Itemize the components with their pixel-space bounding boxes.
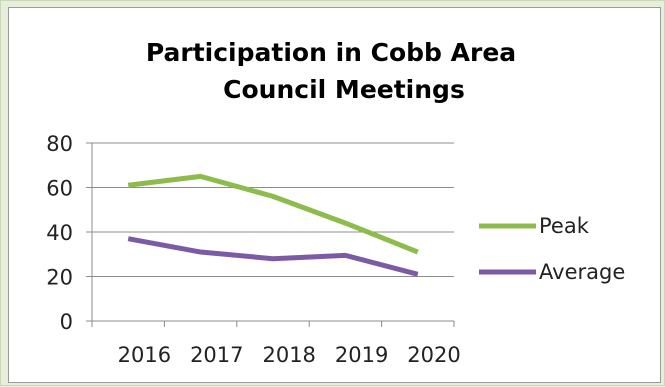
y-tick-label: 80 [46, 132, 73, 156]
legend: Peak Average [479, 214, 625, 284]
x-tick-label: 2016 [118, 343, 171, 367]
x-tick-label: 2020 [407, 343, 460, 367]
y-tick-label: 60 [46, 177, 73, 201]
axes: 0 20 40 60 80 2016 2017 2018 2019 2020 [46, 132, 460, 367]
series-line-average [128, 239, 418, 275]
chart-title-line-1: Participation in Cobb Area [146, 38, 516, 67]
y-tick-label: 40 [46, 221, 73, 245]
legend-label-peak: Peak [539, 214, 590, 238]
chart-title-line-2: Council Meetings [223, 75, 465, 104]
series-lines [128, 176, 418, 274]
x-tick-label: 2017 [190, 343, 243, 367]
x-tick-label: 2019 [335, 343, 388, 367]
legend-label-average: Average [539, 260, 625, 284]
x-tick-label: 2018 [262, 343, 315, 367]
y-tick-label: 20 [46, 266, 73, 290]
y-tick-label: 0 [60, 310, 73, 334]
